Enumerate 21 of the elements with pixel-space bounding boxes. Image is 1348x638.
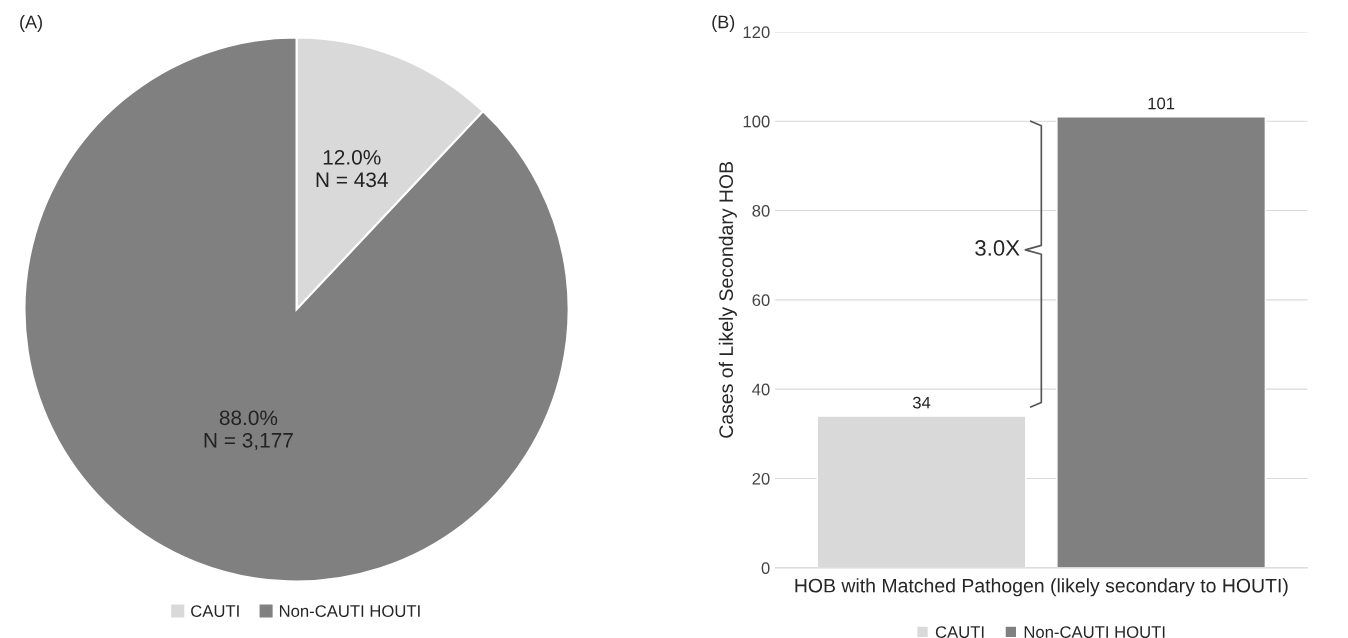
x-axis-title: HOB with Matched Pathogen (likely secondary to HOUTI) (795, 578, 1288, 597)
legend-label: CAUTI (935, 626, 984, 638)
y-tick-label: 0 (761, 562, 770, 575)
chart-title: (A) (20, 15, 42, 32)
data-label: 34 (912, 396, 931, 409)
y-tick-label: 120 (743, 26, 770, 39)
y-tick-label: 100 (743, 115, 770, 128)
y-tick-label: 80 (752, 204, 770, 217)
legend-label: Non-CAUTI HOUTI (279, 605, 420, 617)
y-tick-label: 40 (752, 383, 770, 396)
y-tick-label: 60 (752, 294, 770, 307)
annotation: 3.0X (975, 240, 1020, 256)
data-label: 12.0% N = 434 (316, 149, 388, 188)
data-label: 101 (1148, 97, 1175, 110)
chart-title: (B) (712, 15, 735, 32)
data-label: 88.0% N = 3,177 (204, 410, 293, 451)
y-axis-title: Cases of Likely Secondary HOB (718, 162, 737, 438)
legend-label: Non-CAUTI HOUTI (1024, 626, 1165, 638)
pie-slice (23, 36, 570, 583)
legend-label: CAUTI (191, 605, 239, 617)
y-tick-label: 20 (752, 472, 770, 485)
